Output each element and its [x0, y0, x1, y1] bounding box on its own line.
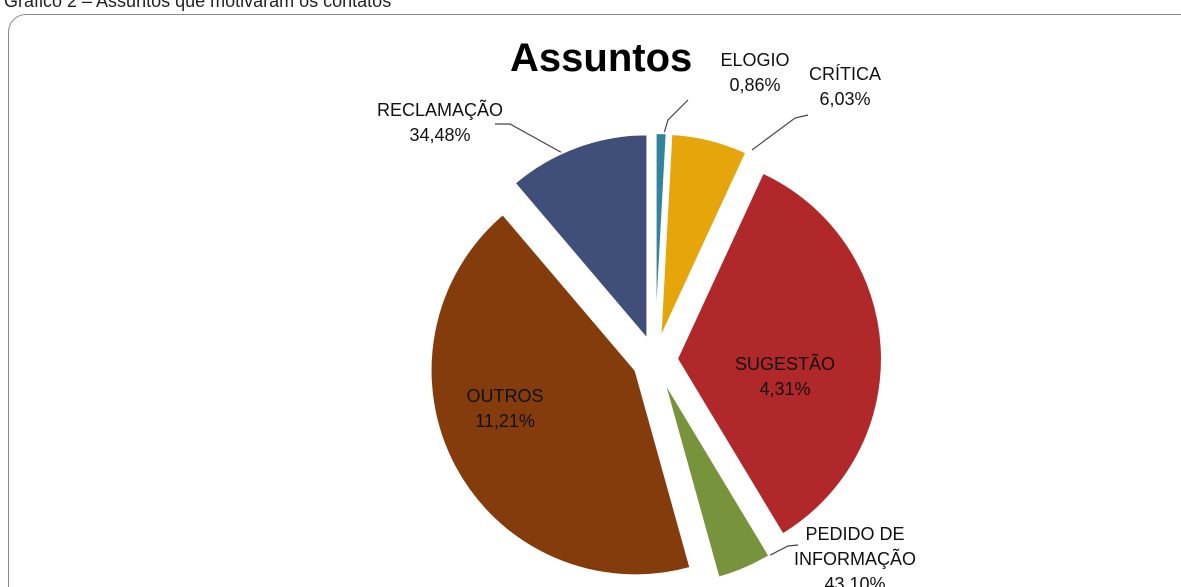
pie-slice — [429, 212, 692, 577]
chart-frame — [8, 14, 1181, 587]
label-value: 11,21% — [475, 411, 535, 432]
data-label: OUTROS 11,21% — [440, 384, 570, 434]
pie-slice — [675, 171, 883, 536]
label-category: OUTROS — [466, 386, 544, 406]
label-value: 43,10% — [824, 574, 886, 587]
data-label: PEDIDO DE INFORMAÇÃO 43,10% — [780, 522, 930, 587]
leader-line — [495, 123, 576, 161]
label-category: SUGESTÃO — [734, 354, 836, 374]
label-category: RECLAMAÇÃO — [376, 100, 504, 120]
label-value: 0,86% — [729, 75, 781, 96]
data-label: ELOGIO 0,86% — [680, 48, 830, 98]
label-category: PEDIDO DE INFORMAÇÃO — [793, 524, 916, 570]
pie-slice — [654, 132, 668, 339]
pie-slice — [513, 133, 649, 343]
pie-slice — [662, 379, 771, 579]
caption: Gráfico 2 – Assuntos que motivaram os co… — [4, 0, 392, 11]
label-value: 34,48% — [409, 125, 471, 146]
label-value: 4,31% — [759, 379, 811, 400]
data-label: SUGESTÃO 4,31% — [720, 352, 850, 402]
pie-slice — [659, 132, 748, 340]
leader-line — [751, 114, 809, 151]
data-label: CRÍTICA 6,03% — [770, 62, 920, 112]
data-label: RECLAMAÇÃO 34,48% — [365, 98, 515, 148]
label-value: 6,03% — [819, 89, 871, 110]
label-category: ELOGIO — [720, 50, 790, 70]
label-category: CRÍTICA — [809, 64, 881, 84]
chart-title: Assuntos — [510, 36, 693, 80]
